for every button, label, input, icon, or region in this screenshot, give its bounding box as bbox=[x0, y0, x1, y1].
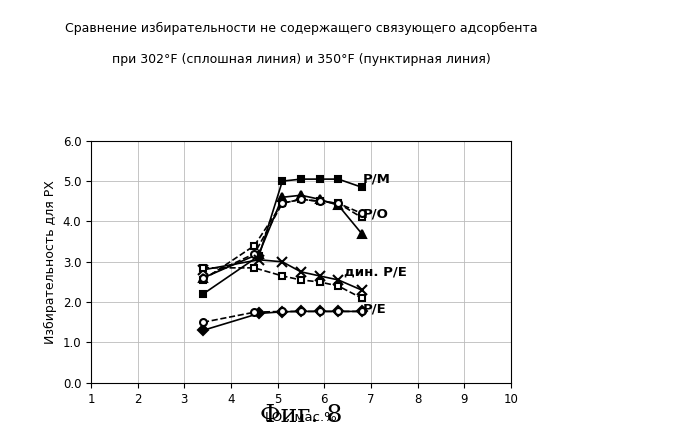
X-axis label: LOI, мас.%: LOI, мас.% bbox=[265, 411, 337, 424]
Text: P/M: P/M bbox=[363, 172, 391, 186]
Text: P/O: P/O bbox=[363, 208, 389, 221]
Text: P/E: P/E bbox=[363, 303, 386, 316]
Text: дин. P/E: дин. P/E bbox=[344, 265, 407, 279]
Y-axis label: Избирательность для РХ: Избирательность для РХ bbox=[44, 180, 57, 344]
Text: при 302°F (сплошная линия) и 350°F (пунктирная линия): при 302°F (сплошная линия) и 350°F (пунк… bbox=[111, 53, 491, 66]
Text: Сравнение избирательности не содержащего связующего адсорбента: Сравнение избирательности не содержащего… bbox=[64, 22, 538, 35]
Text: Фиг. 8: Фиг. 8 bbox=[260, 404, 342, 427]
